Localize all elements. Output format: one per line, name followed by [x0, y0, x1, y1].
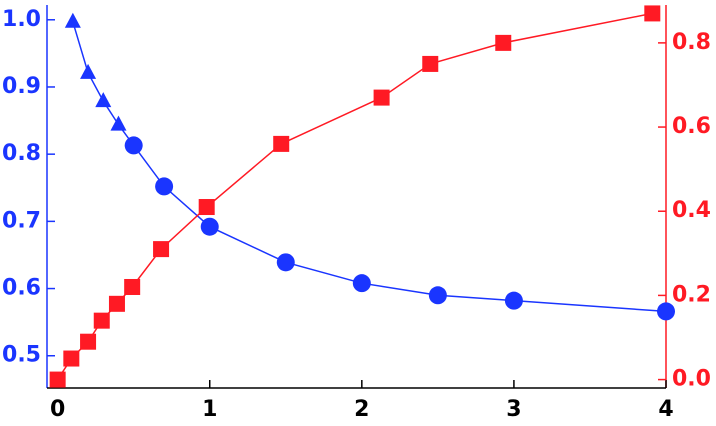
square-marker [198, 199, 215, 216]
square-marker [80, 333, 97, 350]
circle-marker [124, 136, 143, 155]
series-line [72, 21, 667, 313]
square-marker [153, 241, 170, 258]
triangle-marker [95, 92, 112, 108]
y-tick-label: 0.5 [2, 343, 41, 368]
circle-marker [504, 291, 523, 310]
y-tick-label: 0.8 [2, 141, 41, 166]
y-tick-label: 1.0 [2, 7, 41, 32]
circle-marker [155, 177, 174, 196]
square-marker [124, 278, 141, 295]
square-marker [63, 350, 80, 367]
series-line [57, 12, 653, 380]
x-tick-label: 0 [50, 397, 65, 422]
x-tick-label: 3 [506, 397, 521, 422]
square-marker [495, 34, 512, 51]
y2-tick-label: 0.4 [672, 198, 711, 223]
y2-tick-label: 0.8 [672, 30, 711, 55]
square-marker [644, 5, 661, 22]
square-marker [108, 295, 125, 312]
triangle-marker [110, 115, 127, 131]
square-marker [49, 371, 66, 388]
x-tick-label: 1 [202, 397, 217, 422]
y2-tick-label: 0.6 [672, 114, 711, 139]
y2-tick-label: 0.0 [672, 367, 711, 392]
square-marker [422, 55, 439, 72]
x-tick-label: 4 [658, 397, 673, 422]
y-tick-label: 0.9 [2, 74, 41, 99]
square-marker [373, 89, 390, 106]
y-tick-label: 0.7 [2, 208, 41, 233]
y-tick-label: 0.6 [2, 276, 41, 301]
circle-marker [200, 217, 219, 236]
x-tick-label: 2 [354, 397, 369, 422]
circle-marker [276, 253, 295, 272]
square-marker [93, 312, 110, 329]
triangle-marker [80, 63, 97, 79]
circle-marker [657, 302, 675, 321]
circle-marker [428, 286, 447, 305]
triangle-marker [64, 12, 81, 28]
square-marker [273, 135, 290, 152]
y2-tick-label: 0.2 [672, 282, 711, 307]
circle-marker [352, 274, 371, 293]
